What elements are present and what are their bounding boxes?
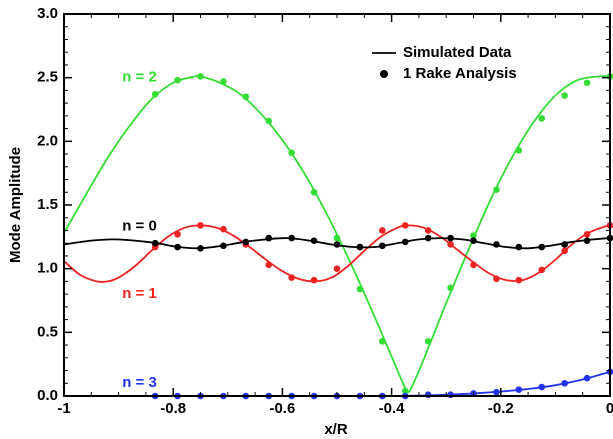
point-n-2 — [242, 93, 250, 101]
legend-entry-label: 1 Rake Analysis — [403, 65, 517, 82]
y-tick-label: 0.0 — [37, 387, 58, 404]
legend: Simulated Data 1 Rake Analysis — [372, 44, 517, 82]
point-n-2 — [151, 90, 159, 98]
point-n-3 — [493, 388, 500, 396]
point-n-2 — [493, 186, 500, 194]
point-n-1 — [379, 227, 386, 234]
x-tick-label: -0.2 — [488, 400, 514, 417]
x-tick-label: -0.6 — [269, 400, 295, 417]
point-n-1 — [424, 227, 432, 234]
legend-dot-swatch — [380, 70, 388, 78]
point-n-1 — [288, 274, 295, 281]
y-tick-label: 3.0 — [37, 5, 58, 22]
point-n-2 — [288, 149, 295, 157]
point-n-0 — [583, 237, 591, 244]
point-n-2 — [265, 117, 273, 125]
point-n-2 — [401, 387, 409, 395]
y-tick-label: 2.0 — [37, 132, 58, 149]
point-n-0 — [470, 237, 477, 244]
point-n-1 — [470, 261, 477, 269]
point-n-0 — [538, 243, 546, 251]
x-axis-title: x/R — [324, 421, 348, 438]
point-n-1 — [265, 261, 273, 269]
point-n-2 — [197, 73, 204, 80]
series-label-n-2: n = 2 — [122, 69, 157, 86]
point-n-3 — [583, 374, 591, 382]
y-tick-label: 1.5 — [37, 196, 58, 213]
point-n-1 — [583, 230, 591, 238]
axes: -1 -0.8 -0.6 -0.4 -0.2 0 0.0 0.5 1.0 1.5 2.0 2.5 3.0 — [37, 5, 613, 417]
point-n-2 — [538, 115, 546, 122]
point-n-1 — [197, 222, 204, 229]
point-n-0 — [333, 241, 341, 248]
point-n-3 — [561, 379, 568, 387]
y-tick-label: 0.5 — [37, 323, 58, 340]
curve-n-0 — [64, 237, 610, 250]
point-n-0 — [379, 242, 386, 250]
point-n-0 — [424, 234, 432, 242]
point-n-1 — [401, 222, 409, 229]
point-n-0 — [447, 234, 454, 242]
x-tick-label: -1 — [57, 400, 70, 417]
point-n-2 — [424, 337, 432, 345]
point-n-2 — [447, 284, 454, 292]
point-n-0 — [310, 237, 318, 244]
point-n-3 — [538, 383, 546, 391]
point-n-0 — [151, 239, 159, 247]
y-tick-label: 1.0 — [37, 260, 58, 277]
point-n-2 — [561, 92, 568, 99]
point-n-1 — [333, 265, 341, 272]
point-n-0 — [220, 242, 227, 250]
curve-n-2 — [64, 74, 610, 394]
point-n-1 — [310, 276, 318, 284]
point-n-2 — [310, 188, 318, 196]
point-n-3 — [424, 391, 432, 399]
point-n-2 — [515, 146, 523, 154]
point-n-2 — [470, 232, 477, 239]
series-labels: n = 2 n = 1 n = 0 n = 3 — [122, 69, 157, 392]
point-n-2 — [174, 76, 181, 84]
point-n-1 — [447, 241, 454, 248]
legend-entry-label: Simulated Data — [403, 44, 512, 61]
point-n-1 — [174, 230, 181, 238]
point-n-0 — [265, 234, 273, 242]
point-n-0 — [174, 243, 181, 251]
point-n-1 — [515, 276, 523, 284]
point-n-3 — [515, 386, 523, 393]
series-label-n-1: n = 1 — [122, 285, 157, 302]
x-tick-label: -0.4 — [379, 400, 406, 417]
point-n-1 — [220, 225, 227, 233]
y-axis-title: Mode Amplitude — [7, 147, 24, 263]
x-tick-label: -0.8 — [160, 400, 186, 417]
point-n-2 — [379, 337, 386, 345]
point-n-0 — [515, 243, 523, 251]
point-n-1 — [538, 266, 546, 274]
point-n-0 — [561, 241, 568, 248]
y-tick-label: 2.5 — [37, 69, 58, 86]
point-n-2 — [333, 234, 341, 242]
series-label-n-3: n = 3 — [122, 374, 157, 391]
point-n-2 — [356, 285, 364, 293]
point-n-3 — [447, 391, 454, 399]
series-label-n-0: n = 0 — [122, 218, 157, 235]
curve-n-1 — [64, 224, 610, 283]
point-n-2 — [583, 79, 591, 87]
point-n-0 — [242, 238, 250, 246]
point-n-1 — [493, 275, 500, 283]
rake-analysis-points — [151, 73, 613, 400]
point-n-0 — [493, 241, 500, 248]
x-tick-label: 0 — [606, 400, 613, 417]
point-n-0 — [401, 238, 409, 246]
point-n-2 — [220, 78, 227, 85]
point-n-0 — [197, 244, 204, 252]
point-n-1 — [561, 247, 568, 255]
point-n-0 — [356, 243, 364, 251]
point-n-0 — [288, 234, 295, 242]
